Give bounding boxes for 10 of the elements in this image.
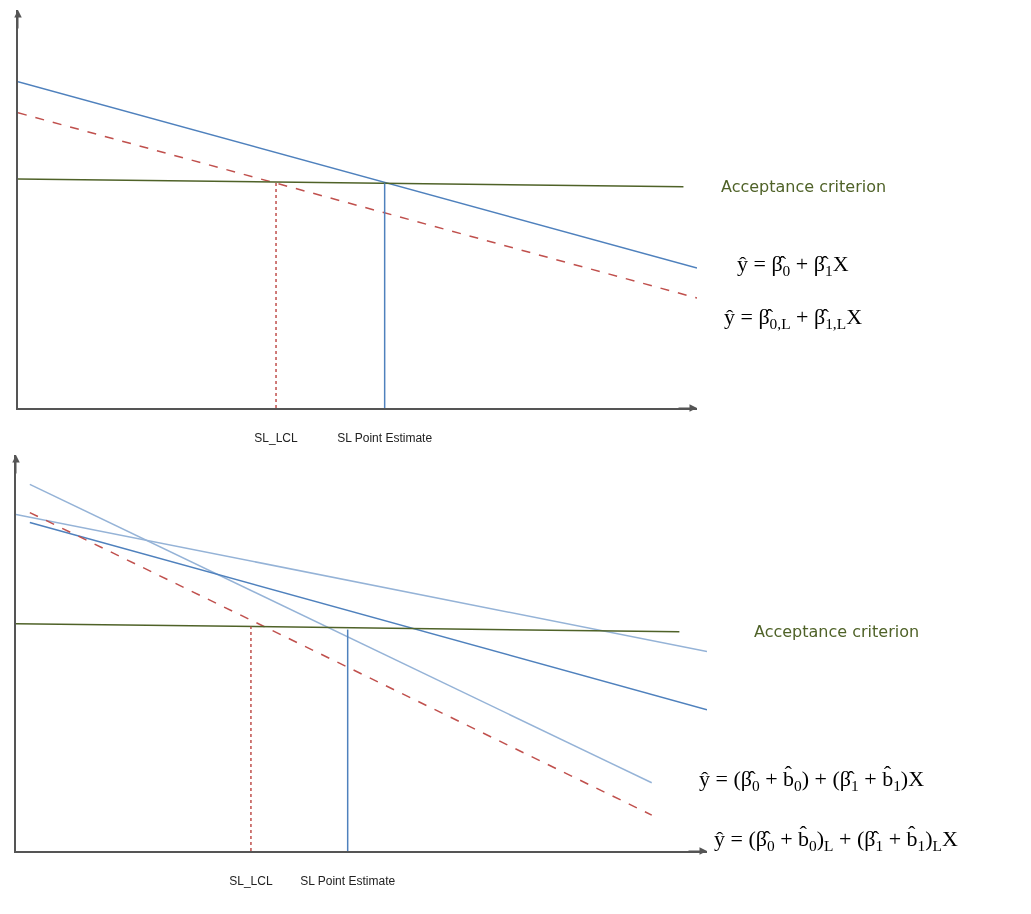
text: ŷ = (β̂$_{0}$ + b̂$_{0}$) + (β̂$_{1}$ + b̂$_{1}$)X	[699, 766, 925, 794]
text: ŷ = (β̂$_{0}$ + b̂$_{0}$)$_{L}$ + (β̂$_{1}$ + b̂$_{1}$)$_{L}$X	[714, 826, 958, 854]
text: ŷ = β̂$_{0,L}$ + β̂$_{1,L}$X	[724, 304, 863, 332]
text: ŷ = β̂$_{0}$ + β̂$_{1}$X	[737, 251, 849, 279]
text: Acceptance criterion	[721, 177, 887, 196]
x-tick-label: SL Point Estimate	[300, 874, 396, 889]
x-tick-label: SL_LCL	[254, 431, 299, 446]
x-tick-label: SL_LCL	[229, 874, 273, 889]
text: Acceptance criterion	[754, 622, 920, 641]
x-tick-label: SL Point Estimate	[337, 431, 433, 446]
